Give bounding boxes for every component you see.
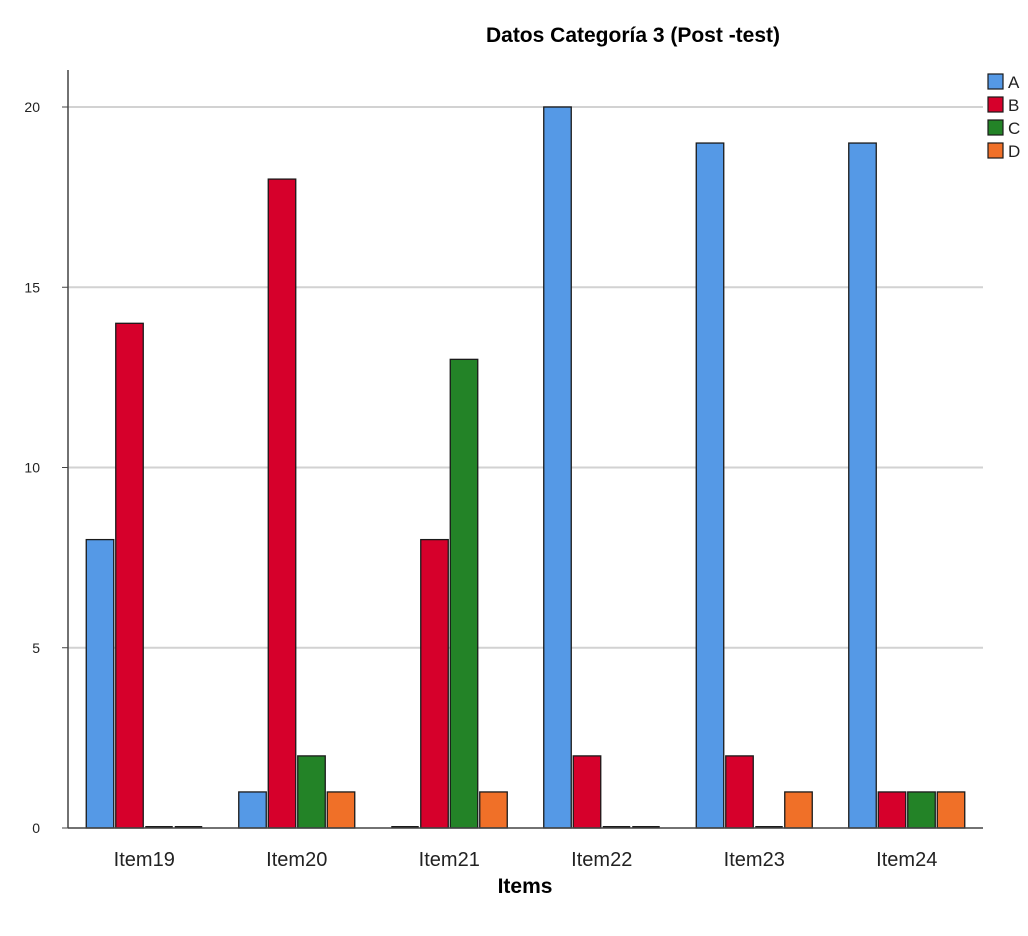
legend-swatch [987, 73, 1004, 90]
bar [238, 791, 267, 829]
y-tick-label: 15 [24, 279, 40, 295]
bar [848, 142, 877, 829]
legend-swatch [987, 119, 1004, 136]
x-tick-label: Item22 [571, 849, 632, 871]
chart-title: Datos Categoría 3 (Post -test) [486, 24, 780, 47]
bar [85, 538, 115, 829]
legend-swatch [987, 142, 1004, 159]
x-tick-label: Item23 [724, 849, 785, 871]
bar [267, 178, 297, 829]
bar [449, 358, 479, 829]
legend-label: A [1008, 73, 1020, 92]
x-tick-label: Item19 [114, 849, 175, 871]
x-tick-label: Item21 [419, 849, 480, 871]
bar [572, 755, 602, 829]
x-axis-label: Items [498, 875, 553, 898]
legend-swatch [987, 96, 1004, 113]
y-tick-label: 10 [24, 460, 40, 476]
bar [784, 791, 813, 829]
bar [907, 791, 936, 829]
legend-label: B [1008, 96, 1019, 115]
bar [115, 322, 144, 829]
bar [479, 791, 508, 829]
bar [543, 106, 572, 829]
x-tick-label: Item20 [266, 849, 327, 871]
gridlines [68, 106, 983, 649]
bar [936, 791, 966, 829]
x-tick-label: Item24 [876, 849, 937, 871]
y-tick-label: 5 [32, 640, 40, 656]
bar [695, 142, 725, 829]
legend-label: C [1008, 119, 1020, 138]
bar [420, 538, 449, 829]
y-tick-label: 20 [24, 99, 40, 115]
y-tick-label: 0 [32, 820, 40, 836]
legend-label: D [1008, 142, 1020, 161]
bar [326, 791, 356, 829]
axes: 0 5 10 15 20 Item19 Item20 Item21 Item22 Item23 It… [24, 70, 983, 871]
bar [877, 791, 907, 829]
bar [725, 755, 754, 829]
bar [297, 755, 326, 829]
